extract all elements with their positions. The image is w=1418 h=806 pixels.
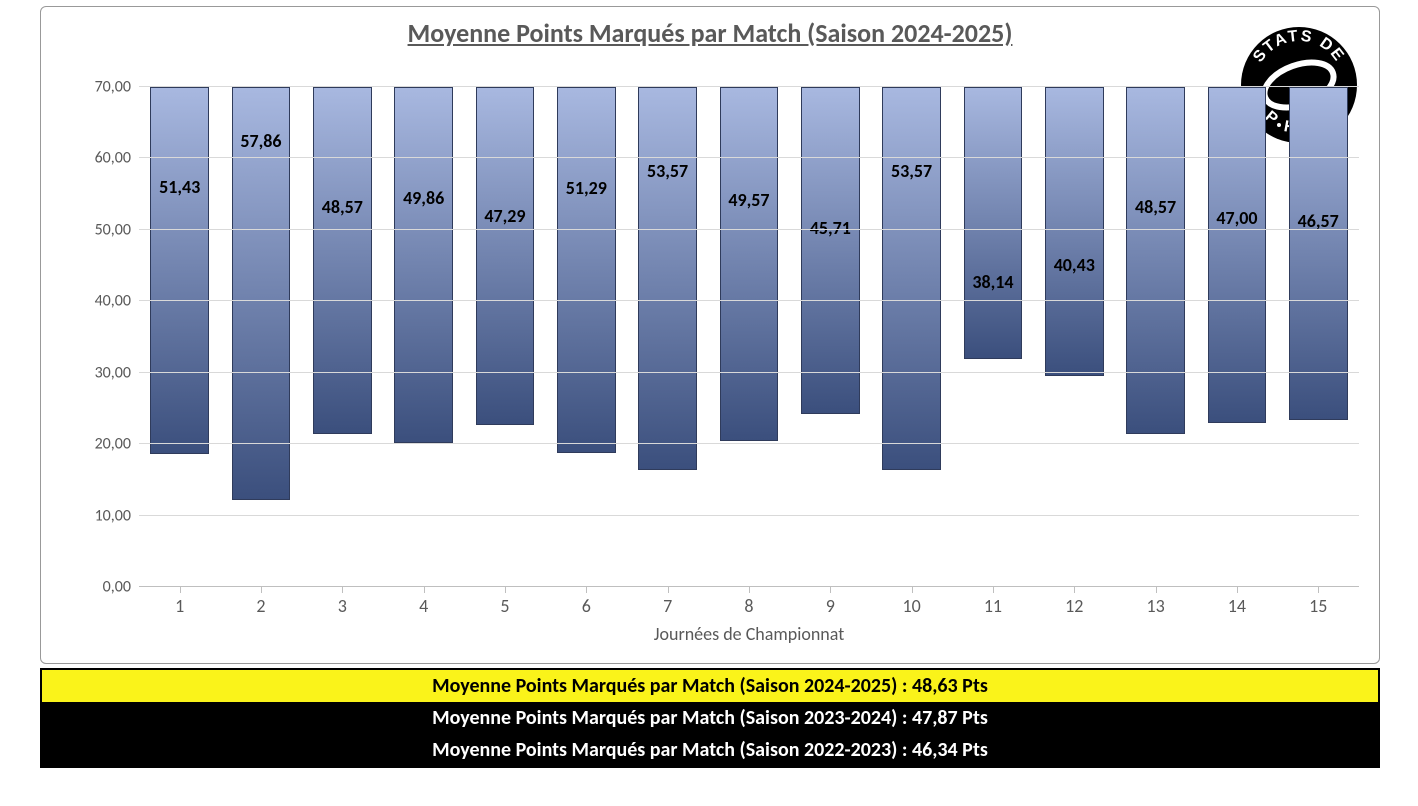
bar xyxy=(1126,87,1185,434)
y-tick-label: 60,00 xyxy=(95,149,131,168)
x-tick-label: 8 xyxy=(744,595,753,617)
bar-slot: 51,431 xyxy=(139,87,220,587)
summary-table: Moyenne Points Marqués par Match (Saison… xyxy=(40,668,1380,768)
bar-slot: 51,296 xyxy=(546,87,627,587)
x-tick-label: 13 xyxy=(1146,595,1164,617)
bar xyxy=(1045,87,1104,376)
x-tick-mark xyxy=(830,587,831,593)
bar xyxy=(476,87,535,425)
bar-value-label: 47,29 xyxy=(484,205,525,227)
bar xyxy=(720,87,779,441)
bar-value-label: 57,86 xyxy=(240,130,281,152)
bar-slot: 47,0014 xyxy=(1196,87,1277,587)
bar xyxy=(638,87,697,470)
bar-value-label: 40,43 xyxy=(1054,254,1095,276)
x-tick-mark xyxy=(912,587,913,593)
gridline xyxy=(139,300,1359,301)
bar-value-label: 47,00 xyxy=(1216,207,1257,229)
x-tick-mark xyxy=(505,587,506,593)
summary-row: Moyenne Points Marqués par Match (Saison… xyxy=(40,734,1380,768)
x-tick-mark xyxy=(749,587,750,593)
bar-slot: 49,864 xyxy=(383,87,464,587)
summary-row: Moyenne Points Marqués par Match (Saison… xyxy=(40,702,1380,734)
bar xyxy=(313,87,372,434)
bar xyxy=(557,87,616,453)
x-tick-mark xyxy=(1074,587,1075,593)
gridline xyxy=(139,229,1359,230)
bar xyxy=(801,87,860,414)
chart-frame: Moyenne Points Marqués par Match (Saison… xyxy=(40,6,1380,664)
x-axis-line xyxy=(139,586,1359,587)
x-tick-label: 15 xyxy=(1309,595,1327,617)
x-tick-mark xyxy=(180,587,181,593)
y-tick-label: 70,00 xyxy=(95,78,131,97)
bar-slot: 57,862 xyxy=(220,87,301,587)
bar-value-label: 51,43 xyxy=(159,176,200,198)
bar xyxy=(150,87,209,454)
x-tick-mark xyxy=(1318,587,1319,593)
bar-slot: 48,5713 xyxy=(1115,87,1196,587)
x-tick-mark xyxy=(261,587,262,593)
bar-slot: 38,1411 xyxy=(952,87,1033,587)
bar xyxy=(882,87,941,470)
bar xyxy=(394,87,453,443)
bar-value-label: 48,57 xyxy=(322,196,363,218)
x-tick-mark xyxy=(586,587,587,593)
x-tick-label: 6 xyxy=(582,595,591,617)
bar-slot: 49,578 xyxy=(708,87,789,587)
bar-value-label: 38,14 xyxy=(972,271,1013,293)
gridline xyxy=(139,157,1359,158)
bar xyxy=(964,87,1023,359)
y-tick-label: 0,00 xyxy=(103,578,131,597)
bar-value-label: 49,57 xyxy=(728,189,769,211)
bar-slot: 53,5710 xyxy=(871,87,952,587)
x-tick-label: 2 xyxy=(256,595,265,617)
x-tick-mark xyxy=(1237,587,1238,593)
plot-area: 51,43157,86248,57349,86447,29551,29653,5… xyxy=(139,87,1359,587)
bar-slot: 47,295 xyxy=(464,87,545,587)
bar-value-label: 49,86 xyxy=(403,187,444,209)
gridline xyxy=(139,86,1359,87)
bar-value-label: 51,29 xyxy=(566,177,607,199)
x-tick-mark xyxy=(668,587,669,593)
x-tick-label: 3 xyxy=(338,595,347,617)
y-tick-label: 50,00 xyxy=(95,220,131,239)
x-tick-label: 12 xyxy=(1065,595,1083,617)
summary-row: Moyenne Points Marqués par Match (Saison… xyxy=(40,668,1380,702)
bar xyxy=(1289,87,1348,420)
x-tick-mark xyxy=(993,587,994,593)
bar-slot: 46,5715 xyxy=(1278,87,1359,587)
bar-value-label: 53,57 xyxy=(891,160,932,182)
bar-slot: 48,573 xyxy=(302,87,383,587)
chart-title: Moyenne Points Marqués par Match (Saison… xyxy=(41,17,1379,49)
y-tick-label: 40,00 xyxy=(95,292,131,311)
y-tick-label: 10,00 xyxy=(95,506,131,525)
x-tick-label: 10 xyxy=(902,595,920,617)
bar-slot: 45,719 xyxy=(790,87,871,587)
bar-value-label: 48,57 xyxy=(1135,196,1176,218)
gridline xyxy=(139,443,1359,444)
x-tick-mark xyxy=(424,587,425,593)
bar-slot: 53,577 xyxy=(627,87,708,587)
y-tick-label: 20,00 xyxy=(95,435,131,454)
y-tick-label: 30,00 xyxy=(95,363,131,382)
bar-value-label: 45,71 xyxy=(810,217,851,239)
gridline xyxy=(139,515,1359,516)
x-tick-label: 11 xyxy=(984,595,1002,617)
x-tick-label: 4 xyxy=(419,595,428,617)
x-tick-label: 7 xyxy=(663,595,672,617)
x-tick-mark xyxy=(1156,587,1157,593)
x-tick-label: 5 xyxy=(500,595,509,617)
x-axis-title: Journées de Championnat xyxy=(139,623,1359,645)
bar-slot: 40,4312 xyxy=(1034,87,1115,587)
bars-row: 51,43157,86248,57349,86447,29551,29653,5… xyxy=(139,87,1359,587)
x-tick-label: 1 xyxy=(175,595,184,617)
x-tick-label: 14 xyxy=(1228,595,1246,617)
bar-value-label: 53,57 xyxy=(647,160,688,182)
x-tick-mark xyxy=(342,587,343,593)
gridline xyxy=(139,372,1359,373)
x-tick-label: 9 xyxy=(826,595,835,617)
